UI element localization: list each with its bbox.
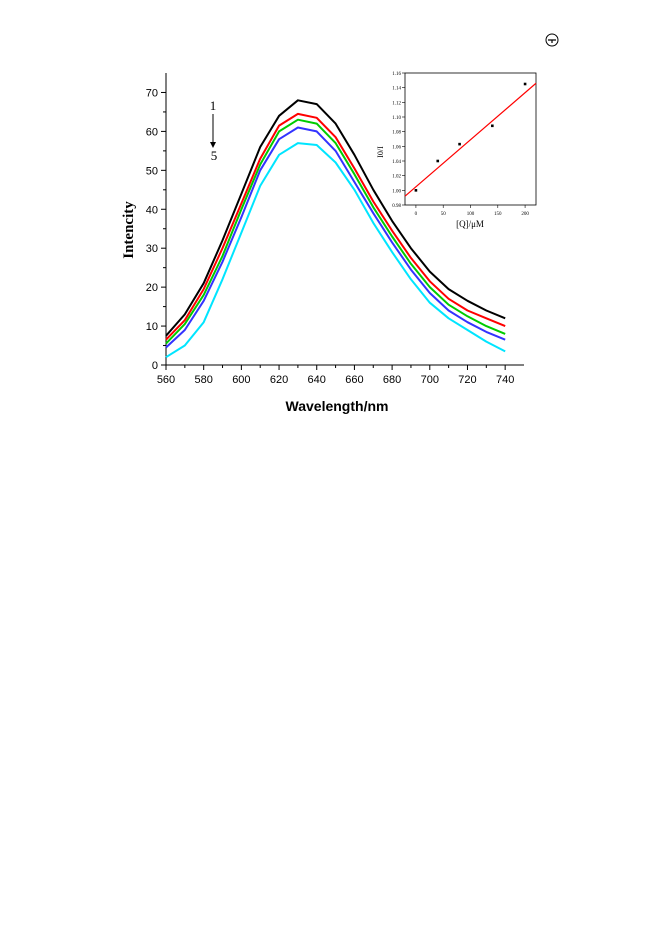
inset-y-tick-label: 1.02: [392, 175, 401, 180]
y-tick-label: 30: [146, 243, 158, 255]
x-tick-label: 720: [458, 374, 476, 386]
data-point: [436, 159, 440, 163]
inset-y-tick-label: 1.00: [392, 189, 401, 194]
x-tick-label: 700: [421, 374, 439, 386]
inset-x-tick-label: 150: [494, 212, 502, 217]
series-line-3: [165, 118, 506, 345]
y-tick-label: 60: [146, 126, 158, 138]
inset-y-tick-label: 1.10: [392, 116, 401, 121]
y-tick-label: 20: [146, 282, 158, 294]
x-tick-label: 580: [195, 374, 213, 386]
y-tick-label: 70: [146, 87, 158, 99]
inset-plot: 0 50 100 150 200 0.98 1.00 1.02 1.04 1.06 1.08 1.1…: [376, 72, 537, 229]
inset-x-tick-label: 200: [521, 212, 529, 217]
y-tick-label: 40: [146, 204, 158, 216]
inset-y-tick-label: 1.12: [392, 101, 401, 106]
series-line-4: [165, 126, 506, 349]
x-tick-label: 740: [496, 374, 514, 386]
inset-x-tick-label: 100: [467, 212, 475, 217]
data-point: [458, 142, 461, 146]
x-tick-label: 680: [383, 374, 401, 386]
x-tick-label: 640: [308, 374, 326, 386]
annotation-arrowhead-icon: [210, 142, 216, 148]
data-point: [414, 189, 418, 192]
x-tick-label: 600: [232, 374, 250, 386]
main-series-lines: [165, 99, 506, 359]
x-tick-label: 560: [157, 374, 175, 386]
x-tick-label: 660: [345, 374, 363, 386]
y-tick-label: 50: [146, 165, 158, 177]
inset-y-tick-label: 1.16: [392, 72, 401, 77]
y-tick-label: 0: [152, 360, 158, 372]
inset-y-tick-label: 0.98: [392, 204, 401, 209]
inset-y-axis-label: I0/I: [376, 146, 385, 158]
fit-line: [404, 82, 537, 197]
inset-x-ticks: 0 50 100 150 200: [415, 205, 529, 217]
inset-x-tick-label: 0: [415, 212, 418, 217]
inset-points: [414, 82, 527, 192]
y-tick-label: 10: [146, 321, 158, 333]
annotation-start-label: 1: [210, 98, 217, 113]
x-axis-label: Wavelength/nm: [286, 398, 389, 414]
inset-y-ticks: 0.98 1.00 1.02 1.04 1.06 1.08 1.10 1.12 1.14 1.16: [392, 72, 405, 209]
circled-arrow-icon: [545, 33, 559, 47]
main-y-ticks: 0 10 20 30 40 50 60 70: [146, 87, 166, 372]
inset-y-tick-label: 1.04: [392, 160, 401, 165]
inset-y-tick-label: 1.08: [392, 131, 401, 136]
inset-y-tick-label: 1.06: [392, 145, 401, 150]
annotation-end-label: 5: [211, 148, 218, 163]
x-tick-label: 620: [270, 374, 288, 386]
y-axis-label: Intencity: [121, 201, 137, 259]
data-point: [491, 124, 494, 128]
main-x-ticks: 560 580 600 620 640 660 680 700 720 740: [157, 365, 514, 386]
data-point: [523, 82, 527, 86]
inset-x-axis-label: [Q]/μM: [456, 219, 484, 229]
series-line-5: [165, 142, 506, 359]
main-plot: 560 580 600 620 640 660 680 700 720 740 010203040…: [121, 73, 524, 414]
inset-fit-line: [404, 82, 537, 197]
inset-y-tick-label: 1.14: [392, 87, 401, 92]
series-line-2: [165, 112, 506, 341]
series-line-1: [165, 99, 506, 337]
inset-x-tick-label: 50: [441, 212, 447, 217]
main-axes: [165, 73, 524, 366]
